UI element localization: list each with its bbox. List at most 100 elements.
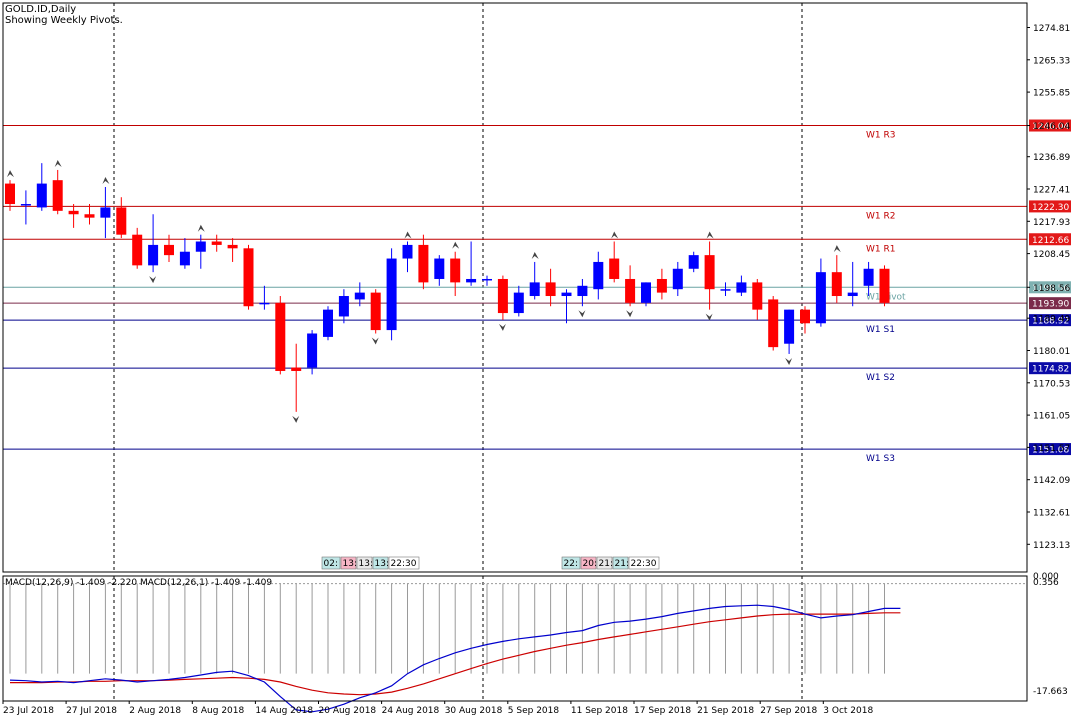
candle-body <box>323 309 333 337</box>
candles <box>5 163 890 412</box>
session-cell-text: 21: <box>615 559 629 569</box>
fractal-markers <box>7 159 841 423</box>
x-tick-label: 24 Aug 2018 <box>382 706 440 716</box>
candle-body <box>259 302 270 305</box>
session-cell <box>372 556 389 570</box>
candle-body <box>132 234 143 266</box>
level-name: W1 R3 <box>866 131 895 141</box>
y-tick-label: 1246.04 <box>1033 122 1070 132</box>
level-price-text: 1212.66 <box>1032 236 1069 246</box>
x-tick-label: 17 Sep 2018 <box>634 706 691 716</box>
session-cell <box>388 556 420 570</box>
fractal-up-icon <box>404 231 412 239</box>
session-cell-text: 02: <box>324 559 338 569</box>
fractal-down-icon <box>371 337 379 345</box>
x-tick-label: 20 Aug 2018 <box>319 706 377 716</box>
level-price-tag <box>1029 281 1071 294</box>
candle-body <box>482 278 492 281</box>
chart-frame <box>2 2 1028 702</box>
y-tick-label: 1161.05 <box>1033 412 1070 422</box>
candle-body <box>307 333 318 368</box>
session-cell-text: 13: <box>375 559 389 569</box>
x-tick-label: 21 Sep 2018 <box>697 706 754 716</box>
y-tick-label: 1170.53 <box>1033 379 1070 389</box>
x-tick-label: 8 Aug 2018 <box>192 706 244 716</box>
fractal-up-icon <box>102 176 110 184</box>
level-price-tag <box>1029 314 1071 327</box>
session-cell <box>321 556 341 570</box>
symbol-label: GOLD.ID,Daily <box>5 4 77 15</box>
macd-main-line <box>9 604 901 713</box>
candle-body <box>275 302 286 371</box>
candle-body <box>466 278 477 283</box>
level-price-text: 1174.82 <box>1032 365 1069 375</box>
candle-body <box>68 210 79 215</box>
x-tick-label: 27 Jul 2018 <box>66 706 117 716</box>
candle-body <box>227 244 238 249</box>
candle-body <box>831 272 842 297</box>
candle-body <box>434 258 445 279</box>
candle-body <box>497 278 508 314</box>
candle-body <box>736 282 747 293</box>
candle-body <box>768 299 779 348</box>
session-cell-text: 22: <box>564 559 578 569</box>
candle-body <box>52 180 63 211</box>
candle-body <box>784 309 795 344</box>
session-cell-text: 13: <box>359 559 373 569</box>
candle-body <box>656 278 667 293</box>
level-price-text: 1188.92 <box>1032 317 1069 327</box>
y-tick-label: 1142.09 <box>1033 476 1070 486</box>
fractal-down-icon <box>149 276 157 284</box>
candle-body <box>179 251 190 266</box>
candle-body <box>338 296 349 317</box>
fractal-down-icon <box>705 313 713 321</box>
level-name: W1 S1 <box>866 325 895 335</box>
level-name: W1 R2 <box>866 211 895 221</box>
indicator-label: Showing Weekly Pivots. <box>5 15 123 26</box>
candle-body <box>36 183 47 208</box>
fractal-up-icon <box>197 224 205 232</box>
session-cell <box>340 556 357 570</box>
session-cell <box>596 556 613 570</box>
level-price-tag <box>1029 443 1071 456</box>
level-price-text: 1198.56 <box>1032 284 1069 294</box>
level-price-tag <box>1029 200 1071 213</box>
y-tick-label: 1198.56 <box>1033 284 1070 294</box>
candle-body <box>418 244 429 283</box>
fractal-up-icon <box>54 159 62 167</box>
x-tick-label: 23 Jul 2018 <box>3 706 54 716</box>
fractal-up-icon <box>7 170 14 178</box>
y-tick-label: 1274.81 <box>1033 24 1070 34</box>
candle-body <box>879 268 890 303</box>
main-frame <box>2 2 1028 573</box>
candle-body <box>593 261 604 290</box>
candle-body <box>386 258 397 331</box>
candle-body <box>704 255 715 290</box>
x-tick-label: 14 Aug 2018 <box>255 706 313 716</box>
fractal-down-icon <box>578 310 586 318</box>
candle-body <box>625 278 636 303</box>
y-tick-label: 1189.49 <box>1033 315 1070 325</box>
y-tick-label: 1236.89 <box>1033 153 1070 163</box>
time-axis: 23 Jul 2018 27 Jul 2018 2 Aug 2018 8 Aug 20… <box>2 701 873 716</box>
fractal-down-icon <box>785 357 793 365</box>
level-price-text: 1222.30 <box>1032 203 1069 213</box>
candle-body <box>402 244 413 259</box>
x-tick-label: 11 Sep 2018 <box>571 706 628 716</box>
session-cell <box>561 556 581 570</box>
level-price-tag <box>1029 362 1071 375</box>
candle-body <box>561 292 572 297</box>
macd-title: MACD(12,26,9) -1.409 -2.220 MACD(12,26,1… <box>5 578 273 588</box>
candle-body <box>100 207 111 218</box>
candle-body <box>291 367 302 371</box>
candle-body <box>195 241 206 252</box>
fractal-up-icon <box>706 231 714 239</box>
y-tick-label: 1151.57 <box>1033 444 1070 454</box>
fractal-down-icon <box>498 323 506 331</box>
level-name: W1 R1 <box>866 244 895 254</box>
candle-body <box>847 292 858 297</box>
session-cell-text: 21: <box>599 559 613 569</box>
fractal-up-icon <box>833 245 841 253</box>
candle-body <box>164 244 174 256</box>
macd-axis-label: -17.663 <box>1033 687 1068 697</box>
